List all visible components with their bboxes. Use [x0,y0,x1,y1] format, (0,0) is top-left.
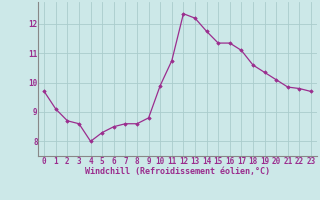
X-axis label: Windchill (Refroidissement éolien,°C): Windchill (Refroidissement éolien,°C) [85,167,270,176]
